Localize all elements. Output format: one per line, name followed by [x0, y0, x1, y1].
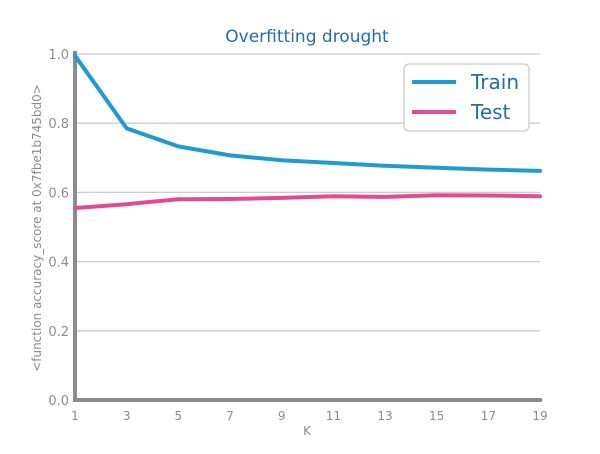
y-tick-label: 0.2 — [48, 325, 69, 340]
series-line-train — [73, 53, 542, 173]
y-tick-label: 0.4 — [48, 256, 69, 271]
x-tick-label: 7 — [226, 409, 234, 423]
x-tick-label: 3 — [123, 409, 131, 423]
y-tick-label: 0.0 — [48, 394, 69, 409]
series-line-test — [73, 193, 542, 210]
legend-label-train: Train — [470, 70, 519, 94]
chart-title: Overfitting drought — [225, 27, 389, 47]
y-tick-label: 0.8 — [48, 117, 69, 132]
x-tick-label: 9 — [278, 409, 286, 423]
x-tick-label: 17 — [481, 409, 496, 423]
x-axis-label: K — [303, 424, 312, 438]
x-tick-label: 11 — [326, 409, 341, 423]
x-tick-label: 1 — [71, 409, 79, 423]
y-tick-label: 0.6 — [48, 186, 69, 201]
x-tick-label: 13 — [377, 409, 392, 423]
x-tick-label: 19 — [532, 409, 547, 423]
x-tick-label: 15 — [429, 409, 444, 423]
y-axis-label: <function accuracy_score at 0x7fbe1b745b… — [30, 84, 44, 372]
x-tick-label: 5 — [175, 409, 183, 423]
y-tick-label: 1.0 — [48, 48, 69, 63]
legend-label-test: Test — [470, 100, 511, 124]
